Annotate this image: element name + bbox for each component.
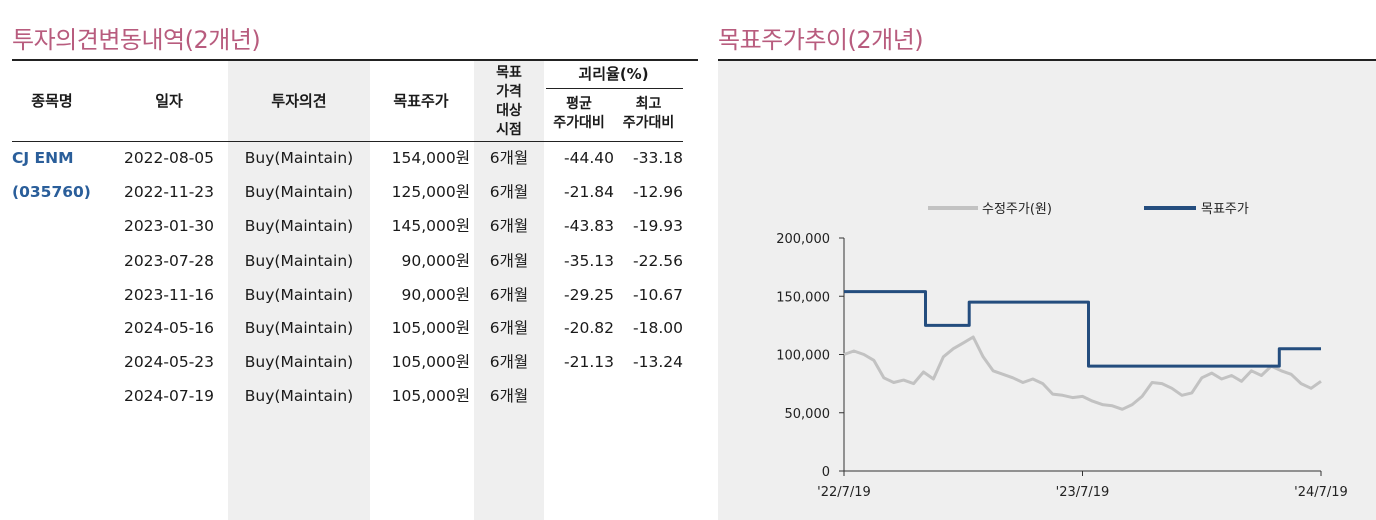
row-date: 2022-08-05 xyxy=(123,149,215,167)
row-target-price: 105,000원 xyxy=(391,353,470,371)
y-axis: 0 50,000 100,000 150,000 200,000 xyxy=(776,232,845,480)
header-max-gap: 최고 주가대비 xyxy=(614,95,683,133)
header-stock-name: 종목명 xyxy=(31,92,73,110)
row-date: 2023-07-28 xyxy=(123,252,215,270)
row-date: 2023-01-30 xyxy=(123,217,215,235)
series-line-target xyxy=(844,290,1321,368)
series-layer xyxy=(843,290,1322,411)
row-target-price: 154,000원 xyxy=(391,149,470,167)
row-opinion: Buy(Maintain) xyxy=(244,252,354,270)
y-tick-label: 0 xyxy=(822,465,830,480)
row-max-gap xyxy=(614,386,683,406)
row-opinion: Buy(Maintain) xyxy=(244,319,354,337)
row-avg-gap: -29.25 xyxy=(564,286,614,304)
header-avg-line: 평균 xyxy=(566,96,592,112)
header-period-line: 대상 xyxy=(496,103,522,119)
row-target-price: 105,000원 xyxy=(391,319,470,337)
row-opinion: Buy(Maintain) xyxy=(244,183,354,201)
chart-background xyxy=(718,61,1376,520)
row-period: 6개월 xyxy=(489,353,529,371)
row-period: 6개월 xyxy=(489,217,529,235)
row-period: 6개월 xyxy=(489,286,529,304)
chart-legend: 수정주가(원) 목표주가 xyxy=(928,202,1249,217)
row-max-gap: -13.24 xyxy=(633,353,683,371)
header-max-line: 주가대비 xyxy=(622,115,675,131)
header-date: 일자 xyxy=(155,92,183,110)
stock-name: CJ ENM xyxy=(12,149,74,167)
row-date: 2024-05-16 xyxy=(123,319,215,337)
row-target-price: 90,000원 xyxy=(401,252,471,270)
header-target-period: 목표 가격 대상 시점 xyxy=(474,64,544,140)
row-target-price: 145,000원 xyxy=(391,217,470,235)
series-line-price xyxy=(843,335,1322,411)
header-max-line: 최고 xyxy=(635,96,662,112)
row-max-gap: -10.67 xyxy=(633,286,683,304)
row-max-gap: -18.00 xyxy=(633,319,683,337)
row-avg-gap: -21.13 xyxy=(564,353,614,371)
header-gap-rate: 괴리율(%) xyxy=(578,65,649,83)
y-tick-label: 150,000 xyxy=(776,290,830,305)
row-max-gap: -33.18 xyxy=(633,149,683,167)
row-date: 2022-11-23 xyxy=(123,183,215,201)
period-column-shade xyxy=(474,61,544,520)
row-date: 2024-05-23 xyxy=(123,353,215,371)
row-avg-gap: -44.40 xyxy=(564,149,614,167)
right-title-rule xyxy=(718,59,1376,61)
row-date: 2023-11-16 xyxy=(123,286,215,304)
header-target-price: 목표주가 xyxy=(393,92,449,110)
header-period-line: 가격 xyxy=(496,84,522,100)
x-tick-label: '22/7/19 xyxy=(817,485,871,500)
target-price-chart: 0 50,000 100,000 150,000 200,000 '22/7/19 '23… xyxy=(776,202,1348,500)
row-date: 2024-07-19 xyxy=(123,387,215,405)
row-period: 6개월 xyxy=(489,319,529,337)
header-period-line: 목표 xyxy=(496,65,522,81)
x-axis: '22/7/19 '23/7/19 '24/7/19 xyxy=(817,470,1348,500)
row-max-gap: -12.96 xyxy=(633,183,683,201)
legend-target-label: 목표주가 xyxy=(1201,202,1249,217)
opinion-column-shade xyxy=(228,61,370,520)
left-title-rule xyxy=(12,59,698,61)
header-gap-divider xyxy=(546,88,683,89)
x-tick-label: '24/7/19 xyxy=(1294,485,1348,500)
row-avg-gap xyxy=(544,386,614,406)
y-tick-label: 50,000 xyxy=(785,407,831,422)
header-period-line: 시점 xyxy=(496,122,522,138)
row-max-gap: -22.56 xyxy=(633,252,683,270)
row-avg-gap: -21.84 xyxy=(564,183,614,201)
row-period: 6개월 xyxy=(489,149,529,167)
row-max-gap: -19.93 xyxy=(633,217,683,235)
header-bottom-rule xyxy=(12,141,683,142)
left-section-title: 투자의견변동내역(2개년) xyxy=(12,26,261,54)
stock-code: (035760) xyxy=(12,183,91,201)
row-period: 6개월 xyxy=(489,183,529,201)
row-opinion: Buy(Maintain) xyxy=(244,217,354,235)
row-target-price: 90,000원 xyxy=(401,286,471,304)
row-period: 6개월 xyxy=(489,252,529,270)
row-opinion: Buy(Maintain) xyxy=(244,387,354,405)
row-opinion: Buy(Maintain) xyxy=(244,149,354,167)
row-avg-gap: -43.83 xyxy=(564,217,614,235)
row-opinion: Buy(Maintain) xyxy=(244,353,354,371)
legend-price-label: 수정주가(원) xyxy=(982,202,1052,217)
header-avg-gap: 평균 주가대비 xyxy=(544,95,614,133)
row-avg-gap: -35.13 xyxy=(564,252,614,270)
x-tick-label: '23/7/19 xyxy=(1056,485,1110,500)
y-tick-label: 200,000 xyxy=(776,232,830,247)
row-target-price: 105,000원 xyxy=(391,387,470,405)
row-target-price: 125,000원 xyxy=(391,183,470,201)
y-tick-label: 100,000 xyxy=(776,349,830,364)
header-opinion: 투자의견 xyxy=(271,92,327,110)
header-avg-line: 주가대비 xyxy=(553,115,605,131)
row-avg-gap: -20.82 xyxy=(564,319,614,337)
row-period: 6개월 xyxy=(489,387,529,405)
row-opinion: Buy(Maintain) xyxy=(244,286,354,304)
right-section-title: 목표주가추이(2개년) xyxy=(718,26,924,54)
